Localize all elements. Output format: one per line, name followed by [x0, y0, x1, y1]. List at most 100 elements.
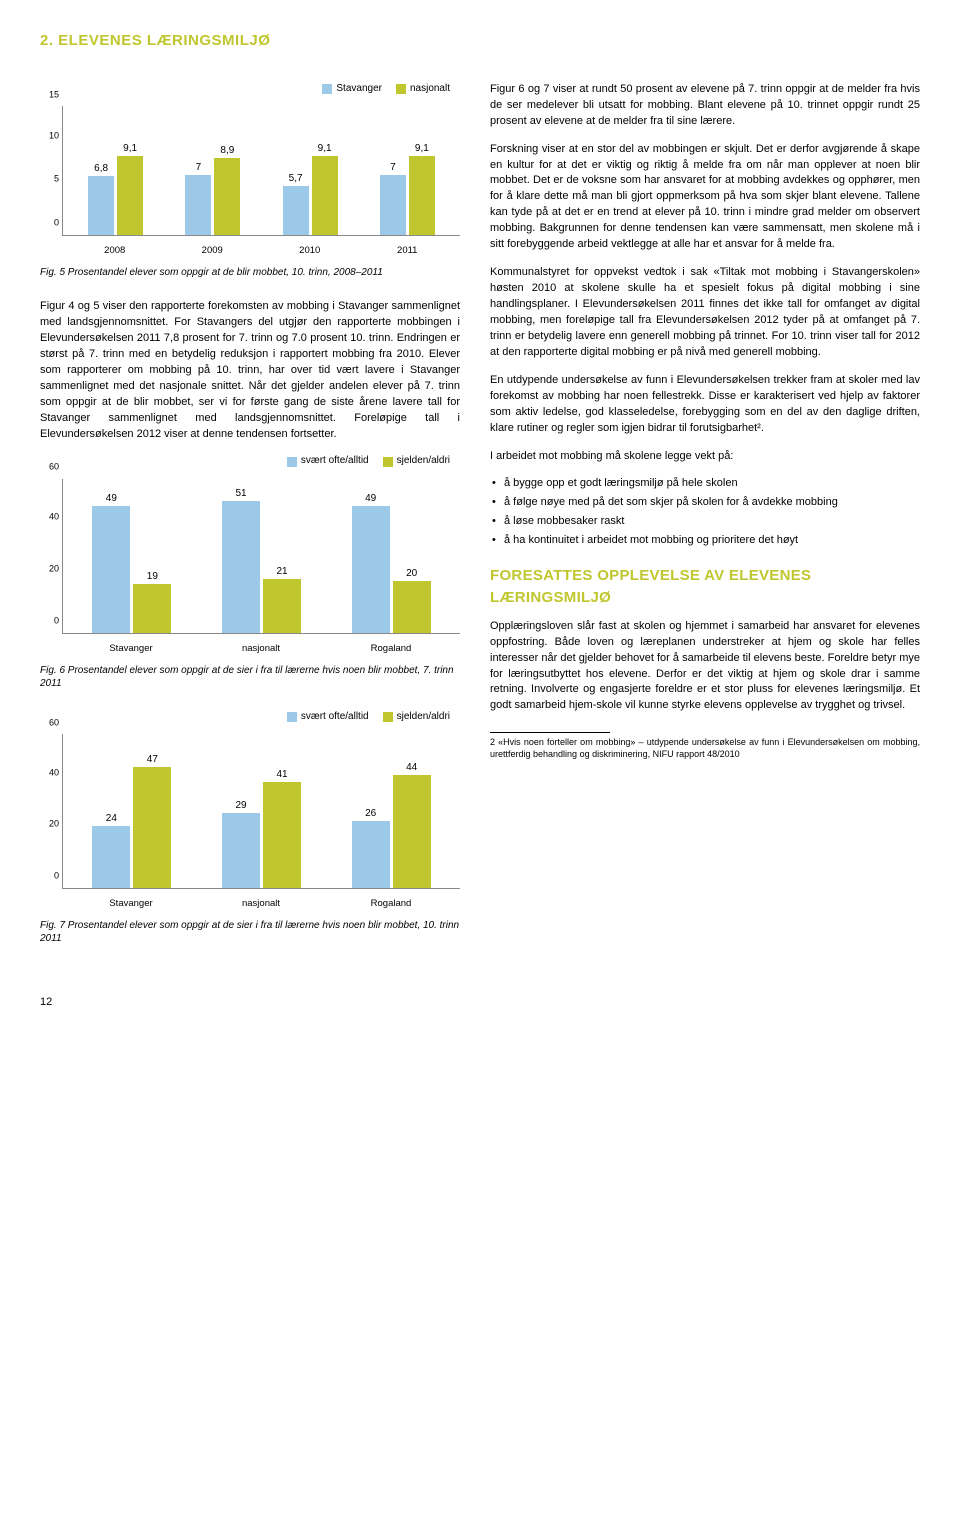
bar-ofte: 26: [352, 821, 390, 888]
x-label: 2008: [66, 244, 164, 258]
paragraph: Figur 4 og 5 viser den rapporterte forek…: [40, 299, 460, 442]
swatch-green: [396, 84, 406, 94]
y-tick: 15: [49, 88, 59, 101]
legend-label: Stavanger: [336, 82, 382, 97]
x-labels: 2008 2009 2010 2011: [62, 242, 460, 258]
legend-label: nasjonalt: [410, 82, 450, 97]
bars: 49 19 51 21 49 20: [63, 479, 460, 633]
bar-ofte: 51: [222, 501, 260, 633]
y-axis: 0 20 40 60: [41, 734, 61, 888]
y-tick: 60: [49, 461, 59, 474]
bar-sjelden: 20: [393, 581, 431, 633]
y-tick: 10: [49, 130, 59, 143]
chart7: 0 20 40 60 24 47 29 41 26 44: [62, 734, 460, 889]
bar-sjelden: 21: [263, 579, 301, 633]
x-labels: Stavanger nasjonalt Rogaland: [62, 640, 460, 656]
legend-item: svært ofte/alltid: [287, 454, 369, 469]
right-column: Figur 6 og 7 viser at rundt 50 prosent a…: [490, 82, 920, 965]
y-axis: 0 20 40 60: [41, 479, 61, 633]
x-label: Stavanger: [66, 642, 196, 656]
bullet-list: å bygge opp et godt læringsmiljø på hele…: [490, 476, 920, 549]
chart6: 0 20 40 60 49 19 51 21 49 20: [62, 479, 460, 634]
bar-label: 49: [106, 492, 117, 507]
swatch-blue: [322, 84, 332, 94]
bar-ofte: 29: [222, 813, 260, 888]
chart7-caption: Fig. 7 Prosentandel elever som oppgir at…: [40, 919, 460, 945]
bar-stavanger: 5,7: [283, 186, 309, 235]
bar-stavanger: 7: [380, 175, 406, 236]
bar-group: 29 41: [197, 782, 327, 888]
legend-item: nasjonalt: [396, 82, 450, 97]
bar-stavanger: 6,8: [88, 176, 114, 235]
x-label: Stavanger: [66, 897, 196, 911]
bar-group: 5,7 9,1: [262, 156, 359, 235]
left-column: Stavanger nasjonalt 0 5 10 15 6,8 9,1 7: [40, 82, 460, 965]
bar-label: 9,1: [123, 142, 137, 157]
paragraph: I arbeidet mot mobbing må skolene legge …: [490, 449, 920, 465]
bar-label: 8,9: [220, 144, 234, 159]
paragraph: En utdypende undersøkelse av funn i Elev…: [490, 373, 920, 437]
bar-sjelden: 41: [263, 782, 301, 888]
bar-ofte: 24: [92, 826, 130, 888]
bars: 24 47 29 41 26 44: [63, 734, 460, 888]
bar-nasjonalt: 9,1: [409, 156, 435, 235]
paragraph: Kommunalstyret for oppvekst vedtok i sak…: [490, 265, 920, 361]
x-label: 2010: [261, 244, 359, 258]
bar-label: 9,1: [318, 142, 332, 157]
bar-group: 7 9,1: [359, 156, 456, 235]
paragraph: Forskning viser at en stor del av mobbin…: [490, 142, 920, 254]
list-item: å løse mobbesaker raskt: [490, 514, 920, 530]
bar-label: 49: [365, 492, 376, 507]
footnote-rule: [490, 732, 610, 733]
swatch-blue: [287, 457, 297, 467]
x-label: 2009: [164, 244, 262, 258]
swatch-green: [383, 457, 393, 467]
bar-group: 7 8,9: [164, 158, 261, 235]
bars: 6,8 9,1 7 8,9 5,7 9,1 7 9,1: [63, 106, 460, 235]
two-column-layout: Stavanger nasjonalt 0 5 10 15 6,8 9,1 7: [40, 82, 920, 965]
legend-label: svært ofte/alltid: [301, 710, 369, 725]
legend-label: sjelden/aldri: [397, 710, 450, 725]
chart6-legend: svært ofte/alltid sjelden/aldri: [40, 454, 460, 469]
bar-label: 44: [406, 761, 417, 776]
bar-group: 51 21: [197, 501, 327, 633]
page-number: 12: [40, 995, 920, 1011]
y-tick: 0: [54, 870, 59, 883]
bar-group: 49 19: [67, 506, 197, 633]
swatch-blue: [287, 712, 297, 722]
x-label: Rogaland: [326, 642, 456, 656]
x-labels: Stavanger nasjonalt Rogaland: [62, 895, 460, 911]
y-axis: 0 5 10 15: [41, 106, 61, 235]
paragraph: Opplæringsloven slår fast at skolen og h…: [490, 619, 920, 715]
bar-label: 51: [235, 487, 246, 502]
bar-label: 26: [365, 807, 376, 822]
legend-item: sjelden/aldri: [383, 710, 450, 725]
bar-label: 5,7: [289, 172, 303, 187]
chart6-caption: Fig. 6 Prosentandel elever som oppgir at…: [40, 664, 460, 690]
x-label: Rogaland: [326, 897, 456, 911]
bar-group: 6,8 9,1: [67, 156, 164, 235]
legend-item: Stavanger: [322, 82, 382, 97]
y-tick: 60: [49, 716, 59, 729]
swatch-green: [383, 712, 393, 722]
bar-nasjonalt: 8,9: [214, 158, 240, 235]
legend-label: svært ofte/alltid: [301, 454, 369, 469]
bar-sjelden: 19: [133, 584, 171, 633]
bar-nasjonalt: 9,1: [117, 156, 143, 235]
y-tick: 0: [54, 614, 59, 627]
bar-label: 20: [406, 567, 417, 582]
legend-item: svært ofte/alltid: [287, 710, 369, 725]
bar-nasjonalt: 9,1: [312, 156, 338, 235]
bar-sjelden: 47: [133, 767, 171, 888]
bar-label: 6,8: [94, 162, 108, 177]
y-tick: 20: [49, 562, 59, 575]
y-tick: 40: [49, 766, 59, 779]
section-heading: FORESATTES OPPLEVELSE AV ELEVENES LÆRING…: [490, 565, 920, 609]
bar-group: 49 20: [326, 506, 456, 633]
y-tick: 5: [54, 173, 59, 186]
footnote: 2 «Hvis noen forteller om mobbing» – utd…: [490, 737, 920, 760]
chart5-legend: Stavanger nasjonalt: [40, 82, 460, 97]
legend-label: sjelden/aldri: [397, 454, 450, 469]
y-tick: 0: [54, 217, 59, 230]
list-item: å bygge opp et godt læringsmiljø på hele…: [490, 476, 920, 492]
